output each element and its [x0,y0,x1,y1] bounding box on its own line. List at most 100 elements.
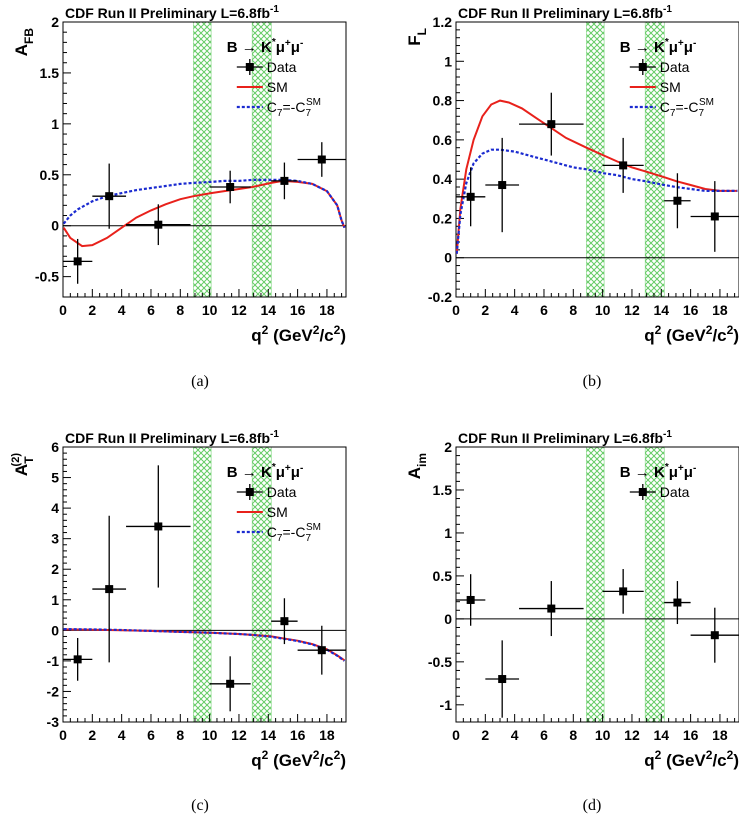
data-marker [105,192,114,201]
decay-mu: μ [684,464,693,481]
x-tick-label: 2 [88,302,96,318]
legend-entry-label: Data [660,484,690,500]
x-tick-label: 16 [683,727,699,743]
chart-title-superscript: -1 [270,429,279,440]
legend-data-marker [245,488,254,496]
x-axis-label: q2 (GeV2/c2) [251,323,346,345]
decay-K-superscript: * [272,462,276,473]
y-tick-label: 6 [51,439,59,455]
data-point-6 [297,142,346,177]
decay-mu: μ [684,39,693,56]
chart-title: CDF Run II Preliminary L=6.8fb-1 [458,4,672,21]
x-tick-label: 8 [569,727,577,743]
data-point-2 [92,163,127,229]
x-axis-label: q2 (GeV2/c2) [644,323,739,345]
chart-title: CDF Run II Preliminary L=6.8fb-1 [65,4,279,21]
decay-mu-superscript: - [693,463,696,474]
data-marker [547,120,556,129]
data-marker [673,598,682,607]
chart-panel-d: -1 -0.5 0 0.5 1 1.5 2 0 2 4 6 8 10 12 14 16 18 CDF Run II… [405,429,739,770]
data-point-4 [209,170,251,204]
x-axis-label-superscript: 2 [313,748,320,762]
y-tick-label: 0.4 [433,171,453,187]
x-axis-label-superscript: 2 [334,748,341,762]
decay-K: K [261,464,272,481]
x-tick-label: 12 [624,727,640,743]
y-axis-label: Aim [405,453,429,479]
x-axis-label-unit: /c [319,326,333,345]
data-point-3 [126,465,191,588]
data-point-6 [690,181,739,252]
legend-entry-text: SM [267,504,288,520]
x-tick-label: 2 [481,302,489,318]
x-tick-label: 10 [595,727,611,743]
decay-mu: μ [276,464,285,481]
data-point-5 [271,162,298,200]
x-tick-label: 4 [511,302,519,318]
chart-title: CDF Run II Preliminary L=6.8fb-1 [65,429,279,446]
x-tick-label: 0 [59,727,67,743]
y-tick-label: 2 [51,14,59,30]
data-point-4 [602,137,644,193]
x-tick-label: 12 [231,727,247,743]
x-tick-label: 10 [202,727,218,743]
y-tick-label: -0.5 [428,654,452,670]
y-axis-label-main: A [405,467,424,479]
y-tick-label: -0.2 [428,289,452,305]
y-axis-label-subscript: L [415,28,429,35]
y-axis-label-superscript: (2) [10,453,22,467]
data-point-5 [664,173,691,229]
legend-entry-text: =-C [282,524,305,540]
decay-K: K [654,464,665,481]
veto-band-1 [193,446,212,723]
legend: B → K*μ+μ-Data [620,462,696,500]
y-tick-label: -3 [47,714,60,730]
x-tick-label: 2 [88,727,96,743]
x-axis-label-superscript: 2 [334,323,341,337]
data-marker [673,196,682,205]
legend-entry-text: =-C [282,99,305,115]
y-tick-label: 1.2 [433,14,453,30]
chart-panel-a: -0.5 0 0.5 1 1.5 2 0 2 4 6 8 10 12 14 16 18 CDF Run II P… [12,4,347,345]
data-point-1 [63,238,93,284]
legend-entry-superscript: SM [306,97,321,108]
data-marker [466,595,475,604]
x-axis-label-unit: (GeV [661,751,706,770]
sm-prediction-curve [63,179,346,248]
x-tick-label: 0 [452,727,460,743]
x-axis-label-unit: /c [712,326,726,345]
y-tick-label: 1 [444,53,452,69]
legend-entry-subscript: 7 [277,533,283,544]
legend-entry-label: C7=-C7SM [267,522,321,544]
data-point-2 [92,515,127,663]
data-point-1 [456,167,486,227]
y-axis-label-subscript: T [22,456,36,464]
x-axis-label-q: q [251,326,261,345]
y-axis-label-main: A [12,44,31,56]
x-axis-label-unit: ) [340,751,346,770]
y-axis-label-subscript: im [415,453,429,467]
y-tick-label: 0 [51,218,59,234]
data-marker [73,655,82,664]
x-axis-label-unit: ) [733,326,739,345]
data-marker [105,585,114,594]
x-axis-label-superscript: 2 [313,323,320,337]
x-tick-label: 18 [319,302,335,318]
chart-title-text: CDF Run II Preliminary L=6.8fb [458,5,663,21]
x-axis-label: q2 (GeV2/c2) [644,748,739,770]
panel-caption: (c) [191,797,209,814]
legend-entry-subscript: 7 [670,108,676,119]
x-tick-label: 6 [540,302,548,318]
legend-data-marker [245,63,254,71]
legend-entry-superscript: SM [306,522,321,533]
chart-title-text: CDF Run II Preliminary L=6.8fb [458,430,663,446]
decay-mu-superscript: - [693,38,696,49]
legend-entry-label: C7=-C7SM [660,97,714,119]
decay-mu: μ [291,39,300,56]
sm-prediction-curve [456,99,738,254]
